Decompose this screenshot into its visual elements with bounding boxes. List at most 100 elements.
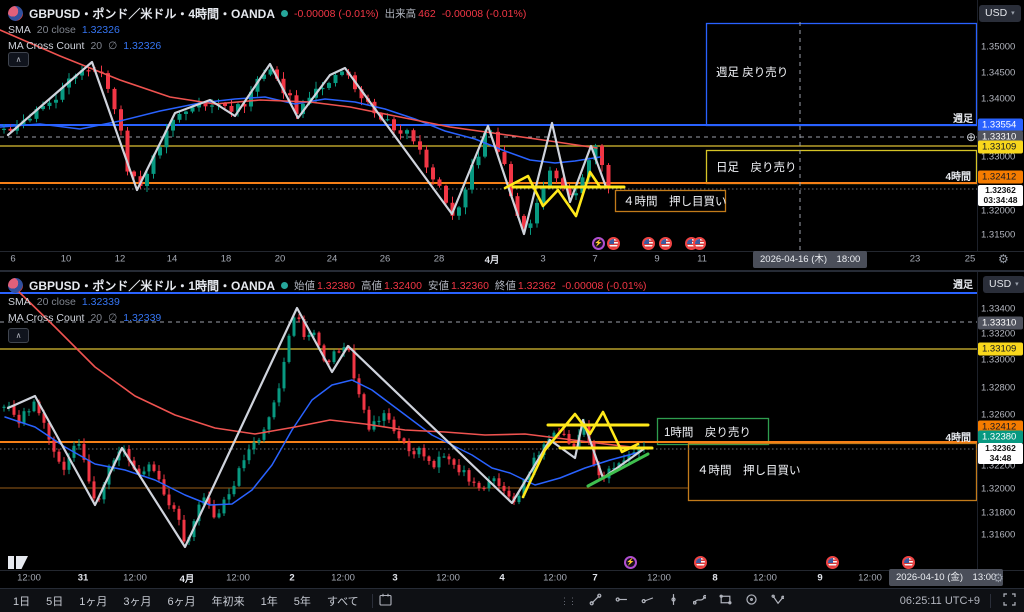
tool-trend-line[interactable] (589, 593, 602, 609)
add-alert-plus-icon[interactable]: ⊕ (966, 130, 977, 144)
price-scale-label: 1.32200 (981, 460, 1016, 472)
price-scale-label: 1.32600 (981, 409, 1016, 421)
change-value: -0.00008 (-0.01%) (294, 7, 379, 20)
us-flag-event-icon[interactable] (694, 556, 707, 569)
line-label: 週足 (953, 280, 973, 291)
time-axis-label: 12:00 (858, 572, 882, 584)
chart-canvas-4h[interactable] (0, 0, 977, 251)
gear-icon: ⚙ (998, 252, 1009, 266)
fullscreen-icon (1003, 593, 1016, 606)
time-axis-label: 7 (592, 253, 598, 265)
sma-red-line (14, 287, 649, 450)
range-button-年初来[interactable]: 年初来 (205, 591, 252, 611)
range-button-3ヶ月[interactable]: 3ヶ月 (116, 591, 158, 611)
time-axis-label: 7 (592, 572, 598, 584)
price-scale-label: 1.35000 (981, 41, 1016, 53)
time-axis-label: 14 (166, 253, 178, 265)
clock[interactable]: 06:25:11 UTC+9 (899, 595, 980, 607)
indicator-params: 20 (90, 312, 103, 324)
us-flag-event-icon[interactable] (826, 556, 839, 569)
flash-event-icon[interactable]: ⚡ (592, 237, 605, 250)
sma-legend-1h[interactable]: SMA 20 close 1.32339 (8, 296, 120, 308)
tool-rectangle[interactable] (719, 593, 732, 609)
tradingview-logo[interactable] (8, 556, 30, 575)
range-button-1ヶ月[interactable]: 1ヶ月 (72, 591, 114, 611)
time-axis-4h[interactable] (0, 251, 1024, 271)
price-scale-label: 1.33000 (981, 151, 1016, 163)
countdown-timer: 03:34:48 (983, 194, 1018, 205)
tool-ray[interactable] (641, 593, 654, 609)
h1-sell-zone[interactable] (656, 417, 770, 446)
time-axis-label: 4 (499, 572, 505, 584)
symbol-logo (8, 6, 23, 21)
panel-divider[interactable] (0, 270, 1024, 272)
open-value: 1.32380 (317, 279, 355, 292)
range-button-5日[interactable]: 5日 (39, 591, 70, 611)
price-badge: 1.33310 (978, 316, 1023, 330)
caret-down-icon: ▾ (1015, 281, 1019, 288)
range-button-5年[interactable]: 5年 (287, 591, 318, 611)
legend-1h: GBPUSD・ポンド／米ドル・1時間・OANDA 始値 1.32380 高値 1… (8, 277, 647, 294)
tool-vertical-line[interactable] (667, 593, 680, 609)
macc-legend-1h[interactable]: MA Cross Count 20 ∅ 1.32339 (8, 312, 161, 324)
countdown-price-badge: 1.32362 03:34:48 (978, 185, 1023, 206)
chart-canvas-1h[interactable] (0, 272, 977, 570)
empty-set-icon: ∅ (108, 312, 118, 324)
go-to-date-button[interactable] (379, 593, 392, 609)
time-axis-label: 12:00 (436, 572, 460, 584)
range-button-すべて[interactable]: すべて (320, 591, 366, 611)
currency-label: USD (989, 278, 1012, 290)
range-button-1年[interactable]: 1年 (254, 591, 285, 611)
symbol-title-1h[interactable]: GBPUSD・ポンド／米ドル・1時間・OANDA (29, 279, 276, 293)
ray-icon (641, 597, 654, 604)
legend-4h: GBPUSD・ポンド／米ドル・4時間・OANDA -0.00008 (-0.01… (8, 5, 526, 22)
green-trend-line (586, 452, 650, 488)
price-scale-label: 1.32800 (981, 382, 1016, 394)
currency-selector-1h[interactable]: USD ▾ (983, 276, 1024, 293)
range-button-1日[interactable]: 1日 (6, 591, 37, 611)
fullscreen-button[interactable] (1003, 593, 1016, 609)
time-axis-settings-1h[interactable]: ⚙ (993, 571, 1004, 585)
tool-curve[interactable] (692, 593, 707, 609)
tool-info-line[interactable] (615, 593, 628, 609)
price-scale-label: 1.33000 (981, 354, 1016, 366)
tool-triangle[interactable] (771, 593, 785, 609)
drag-handle-icon[interactable]: ⋮⋮ (560, 595, 577, 606)
h4-buy-zone[interactable] (614, 189, 727, 213)
indicator-params: 20 (90, 40, 103, 52)
us-flag-event-icon[interactable] (642, 237, 655, 250)
time-axis-settings-4h[interactable]: ⚙ (998, 252, 1009, 266)
bottom-toolbar: 1日 5日 1ヶ月 3ヶ月 6ヶ月 年初来 1年 5年 すべて ⋮⋮ 06:25:11 UTC+… (0, 588, 1024, 612)
time-axis-label: 4月 (484, 255, 500, 266)
price-scale-label: 1.31800 (981, 507, 1016, 519)
us-flag-event-icon[interactable] (659, 237, 672, 250)
h4-buy-zone[interactable] (687, 442, 977, 502)
panel-collapse-1h[interactable]: ∧ (8, 328, 29, 343)
price-badge: 1.33109 (978, 342, 1023, 356)
zone-label: 週足 戻り売り (716, 67, 789, 79)
crosshair-date-tooltip: 2026-04-10 (金) 13:00 (889, 569, 1004, 586)
chevron-up-icon: ∧ (15, 54, 22, 64)
high-label: 高値 (360, 280, 382, 292)
caret-down-icon: ▾ (1011, 10, 1015, 17)
sma-legend-4h[interactable]: SMA 20 close 1.32326 (8, 24, 120, 36)
us-flag-event-icon[interactable] (693, 237, 706, 250)
triangle-icon (771, 594, 785, 605)
pattern-yellow (503, 170, 602, 218)
open-label: 始値 (294, 280, 316, 292)
time-axis-label: 2 (289, 572, 295, 584)
tool-circle[interactable] (745, 593, 758, 609)
time-axis-label: 31 (77, 572, 89, 584)
us-flag-event-icon[interactable] (607, 237, 620, 250)
toolbar-divider (990, 594, 991, 608)
range-button-6ヶ月[interactable]: 6ヶ月 (161, 591, 203, 611)
flash-event-icon[interactable]: ⚡ (624, 556, 637, 569)
currency-selector-4h[interactable]: USD ▾ (979, 5, 1021, 22)
macc-legend-4h[interactable]: MA Cross Count 20 ∅ 1.32326 (8, 40, 161, 52)
panel-collapse-4h[interactable]: ∧ (8, 52, 29, 67)
empty-set-icon: ∅ (108, 40, 118, 52)
symbol-title-4h[interactable]: GBPUSD・ポンド／米ドル・4時間・OANDA (29, 7, 276, 21)
us-flag-event-icon[interactable] (902, 556, 915, 569)
price-scale-label: 1.31600 (981, 529, 1016, 541)
time-axis-1h[interactable] (0, 570, 1024, 589)
